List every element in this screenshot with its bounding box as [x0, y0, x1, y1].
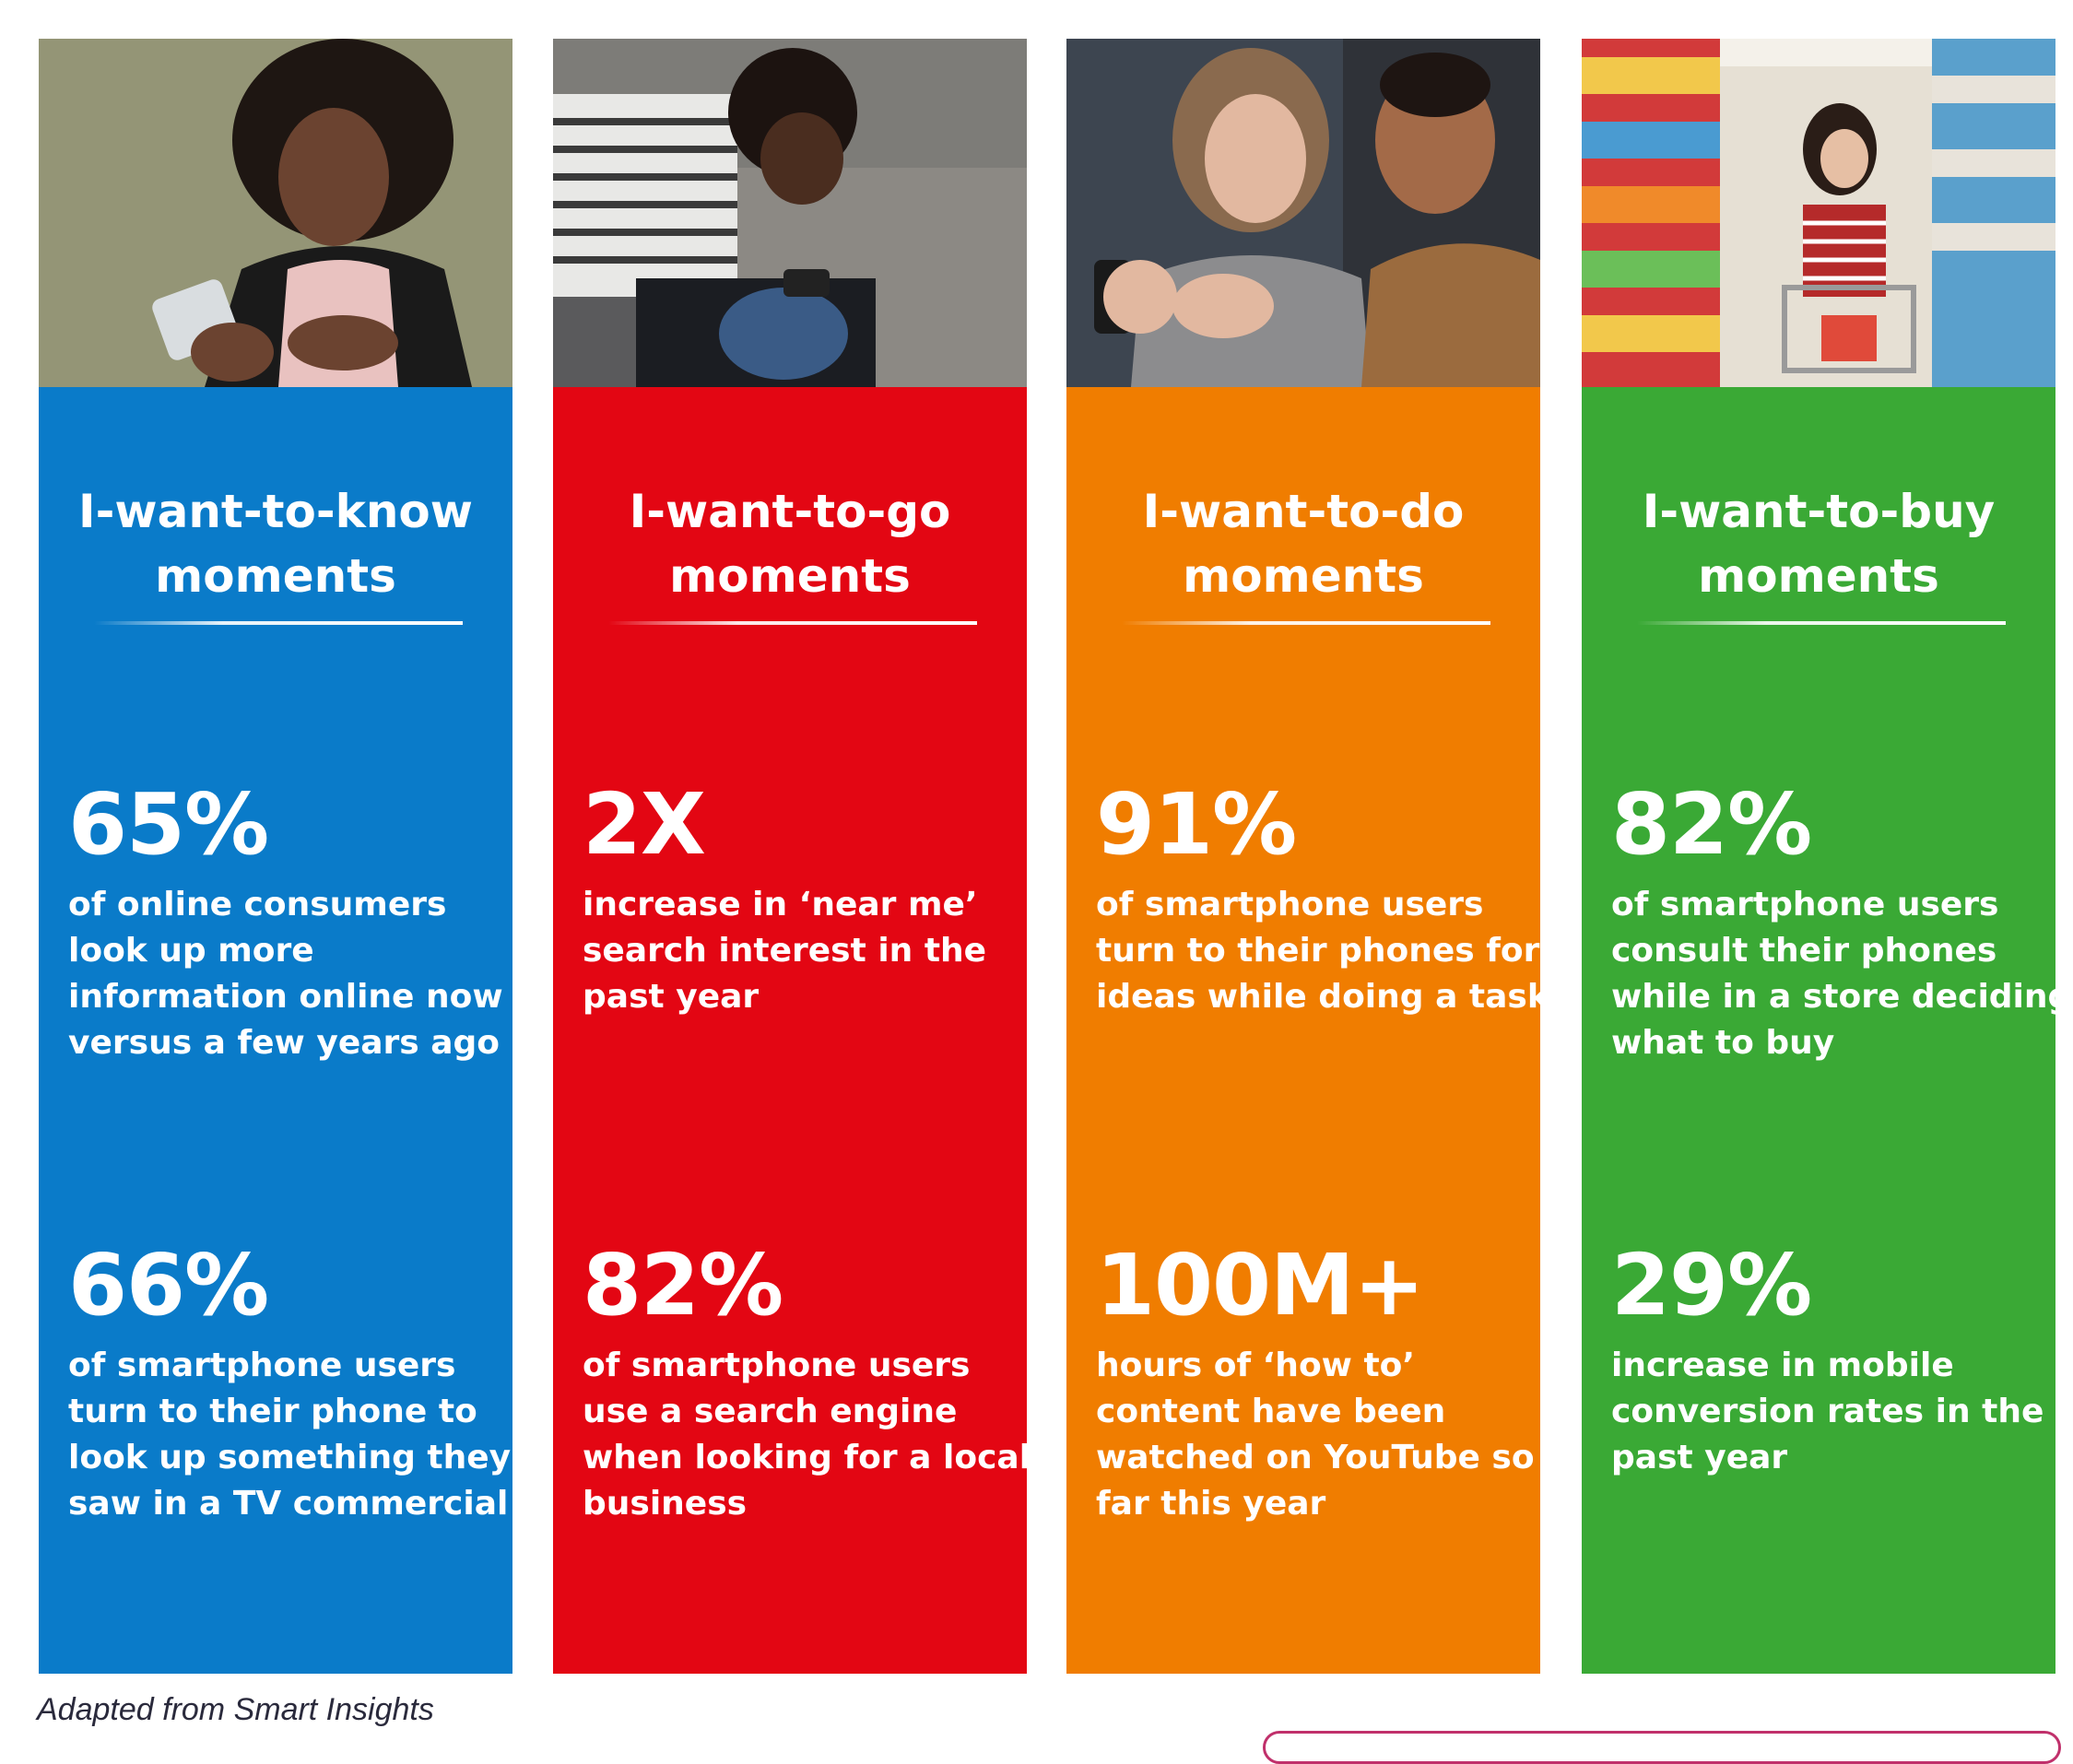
- column-do: I-want-to-do moments 91% of smartphone u…: [1066, 39, 1549, 1674]
- stat-desc-line: conversion rates in the: [1611, 1393, 2044, 1430]
- stat-desc-line: ideas while doing a task: [1096, 978, 1549, 1016]
- panel-go: I-want-to-go moments 2X increase in ‘nea…: [553, 387, 1031, 1674]
- stat-desc-line: past year: [583, 978, 760, 1016]
- source-credit: Adapted from Smart Insights: [37, 1692, 434, 1727]
- stat-block: 2X increase in ‘near me’ search interest…: [583, 779, 1016, 1020]
- stat-block: 100M+ hours of ‘how to’ content have bee…: [1096, 1236, 1535, 1527]
- column-heading: I-want-to-go moments: [553, 479, 1027, 608]
- stat-desc-line: what to buy: [1611, 1024, 1835, 1062]
- heading-divider: [1122, 621, 1490, 625]
- column-heading: I-want-to-buy moments: [1582, 479, 2055, 608]
- shopper-in-store-photo: [1582, 39, 2055, 387]
- stat-description: of smartphone users consult their phones…: [1611, 882, 2072, 1066]
- panel-know: I-want-to-know moments 65% of online con…: [39, 387, 512, 1674]
- stat-desc-line: use a search engine: [583, 1393, 958, 1430]
- heading-line-2: moments: [155, 549, 396, 603]
- stat-desc-line: look up something they: [68, 1439, 512, 1476]
- stat-value: 82%: [1611, 775, 1812, 874]
- stat-desc-line: versus a few years ago: [68, 1024, 501, 1062]
- stat-description: increase in ‘near me’ search interest in…: [583, 882, 1016, 1020]
- stat-description: of smartphone users turn to their phones…: [1096, 882, 1549, 1020]
- panel-do: I-want-to-do moments 91% of smartphone u…: [1066, 387, 1549, 1674]
- stat-desc-line: turn to their phone to: [68, 1393, 477, 1430]
- stat-description: increase in mobile conversion rates in t…: [1611, 1343, 2044, 1481]
- two-people-with-phone-photo: [1066, 39, 1540, 387]
- stat-desc-line: increase in ‘near me’: [583, 886, 978, 923]
- stat-desc-line: far this year: [1096, 1485, 1326, 1523]
- stat-block: 65% of online consumers look up more inf…: [68, 775, 503, 1066]
- stat-desc-line: when looking for a local: [583, 1439, 1031, 1476]
- stat-block: 29% increase in mobile conversion rates …: [1611, 1240, 2044, 1481]
- stat-description: of smartphone users turn to their phone …: [68, 1343, 512, 1527]
- column-go: I-want-to-go moments 2X increase in ‘nea…: [553, 39, 1031, 1674]
- stat-desc-line: of smartphone users: [1096, 886, 1484, 923]
- heading-divider: [94, 621, 463, 625]
- stat-desc-line: saw in a TV commercial: [68, 1485, 509, 1523]
- stat-value: 91%: [1096, 775, 1297, 874]
- stat-desc-line: watched on YouTube so: [1096, 1439, 1535, 1476]
- heading-line-1: I-want-to-buy: [1642, 485, 1996, 538]
- photo-illustration: [1582, 39, 2055, 387]
- stat-desc-line: of online consumers: [68, 886, 447, 923]
- stat-block: 82% of smartphone users consult their ph…: [1611, 775, 2072, 1066]
- stat-desc-line: of smartphone users: [68, 1347, 456, 1384]
- panel-buy: I-want-to-buy moments 82% of smartphone …: [1582, 387, 2072, 1674]
- stat-desc-line: business: [583, 1485, 748, 1523]
- stat-desc-line: increase in mobile: [1611, 1347, 1954, 1384]
- heading-divider: [1637, 621, 2006, 625]
- stat-description: hours of ‘how to’ content have been watc…: [1096, 1343, 1535, 1527]
- stat-block: 66% of smartphone users turn to their ph…: [68, 1236, 512, 1527]
- heading-line-2: moments: [669, 549, 911, 603]
- stat-value: 100M+: [1096, 1236, 1425, 1335]
- stat-desc-line: while in a store deciding: [1611, 978, 2072, 1016]
- heading-line-2: moments: [1183, 549, 1424, 603]
- column-know: I-want-to-know moments 65% of online con…: [39, 39, 512, 1674]
- stat-desc-line: content have been: [1096, 1393, 1446, 1430]
- man-sitting-with-phone-photo: [553, 39, 1027, 387]
- heading-line-1: I-want-to-do: [1142, 485, 1465, 538]
- stat-value: 65%: [68, 775, 269, 874]
- stat-desc-line: consult their phones: [1611, 932, 1997, 970]
- stat-desc-line: search interest in the: [583, 932, 987, 970]
- heading-line-1: I-want-to-go: [629, 485, 951, 538]
- stat-block: 82% of smartphone users use a search eng…: [583, 1236, 1031, 1527]
- stat-description: of smartphone users use a search engine …: [583, 1343, 1031, 1527]
- person-with-phone-photo: [39, 39, 512, 387]
- column-heading: I-want-to-do moments: [1066, 479, 1540, 608]
- heading-divider: [608, 621, 977, 625]
- stat-desc-line: of smartphone users: [583, 1347, 971, 1384]
- stat-value: 66%: [68, 1236, 269, 1335]
- stat-value: 82%: [583, 1236, 783, 1335]
- stat-desc-line: past year: [1611, 1439, 1788, 1476]
- decorative-outline: [1263, 1731, 2061, 1764]
- stat-description: of online consumers look up more informa…: [68, 882, 503, 1066]
- photo-illustration: [553, 39, 1027, 387]
- heading-line-1: I-want-to-know: [78, 485, 473, 538]
- stat-desc-line: information online now: [68, 978, 503, 1016]
- column-heading: I-want-to-know moments: [39, 479, 512, 608]
- stat-desc-line: look up more: [68, 932, 314, 970]
- heading-line-2: moments: [1698, 549, 1939, 603]
- stat-desc-line: hours of ‘how to’: [1096, 1347, 1416, 1384]
- photo-illustration: [1066, 39, 1540, 387]
- stat-desc-line: of smartphone users: [1611, 886, 1999, 923]
- stat-desc-line: turn to their phones for: [1096, 932, 1540, 970]
- stat-value: 2X: [583, 775, 706, 874]
- stat-value: 29%: [1611, 1236, 1812, 1335]
- column-buy: I-want-to-buy moments 82% of smartphone …: [1582, 39, 2072, 1674]
- photo-illustration: [39, 39, 512, 387]
- stat-block: 91% of smartphone users turn to their ph…: [1096, 775, 1549, 1020]
